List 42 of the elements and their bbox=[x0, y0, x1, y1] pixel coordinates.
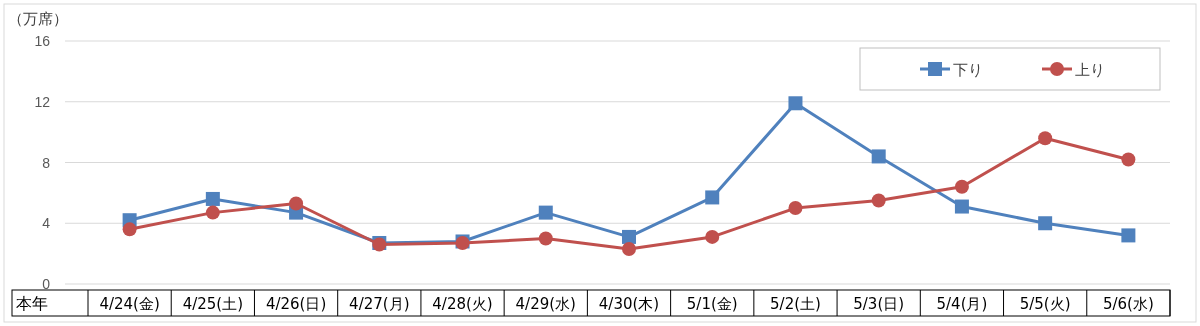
y-tick-label: 4 bbox=[42, 215, 51, 232]
point bbox=[788, 201, 803, 216]
point bbox=[538, 231, 553, 246]
point bbox=[538, 205, 553, 220]
point bbox=[622, 229, 636, 244]
x-tick-label: 5/4(月) bbox=[936, 295, 988, 313]
point bbox=[622, 242, 636, 257]
x-tick-label: 5/3(日) bbox=[853, 295, 905, 313]
x-tick-label: 4/25(土) bbox=[182, 295, 244, 313]
x-tick-label: 4/28(火) bbox=[432, 295, 493, 313]
x-tick-label: 5/5(火) bbox=[1019, 295, 1071, 313]
y-tick-label: 12 bbox=[34, 93, 51, 110]
point bbox=[1038, 131, 1053, 146]
x-tick-label: 4/24(金) bbox=[99, 295, 160, 313]
y-tick-label: 16 bbox=[34, 33, 51, 49]
point bbox=[122, 222, 137, 237]
point bbox=[871, 193, 886, 208]
point bbox=[954, 179, 969, 194]
point bbox=[954, 199, 969, 214]
legend-label: 上り bbox=[1075, 61, 1105, 79]
point bbox=[1038, 216, 1053, 231]
x-tick-label: 5/1(金) bbox=[686, 295, 738, 313]
point bbox=[788, 96, 803, 111]
legend-label: 下り bbox=[953, 61, 983, 79]
point bbox=[705, 229, 720, 244]
point bbox=[705, 190, 720, 205]
y-axis-title: （万席） bbox=[8, 10, 68, 28]
x-tick-label: 4/27(月) bbox=[349, 295, 410, 313]
y-tick-label: 0 bbox=[42, 276, 51, 292]
point bbox=[871, 149, 886, 164]
point bbox=[1121, 228, 1136, 243]
y-tick-label: 8 bbox=[42, 154, 51, 171]
point bbox=[289, 196, 304, 211]
x-tick-label: 5/2(土) bbox=[770, 295, 821, 313]
x-tick-label: 4/30(木) bbox=[598, 295, 660, 313]
point bbox=[205, 205, 220, 220]
x-tick-label: 4/29(水) bbox=[515, 295, 576, 313]
x-tick-label: 4/26(日) bbox=[265, 295, 327, 313]
x-tick-label: 5/6(水) bbox=[1102, 295, 1154, 313]
point bbox=[205, 191, 220, 206]
point bbox=[1121, 152, 1136, 167]
text: 本年 bbox=[16, 294, 48, 313]
